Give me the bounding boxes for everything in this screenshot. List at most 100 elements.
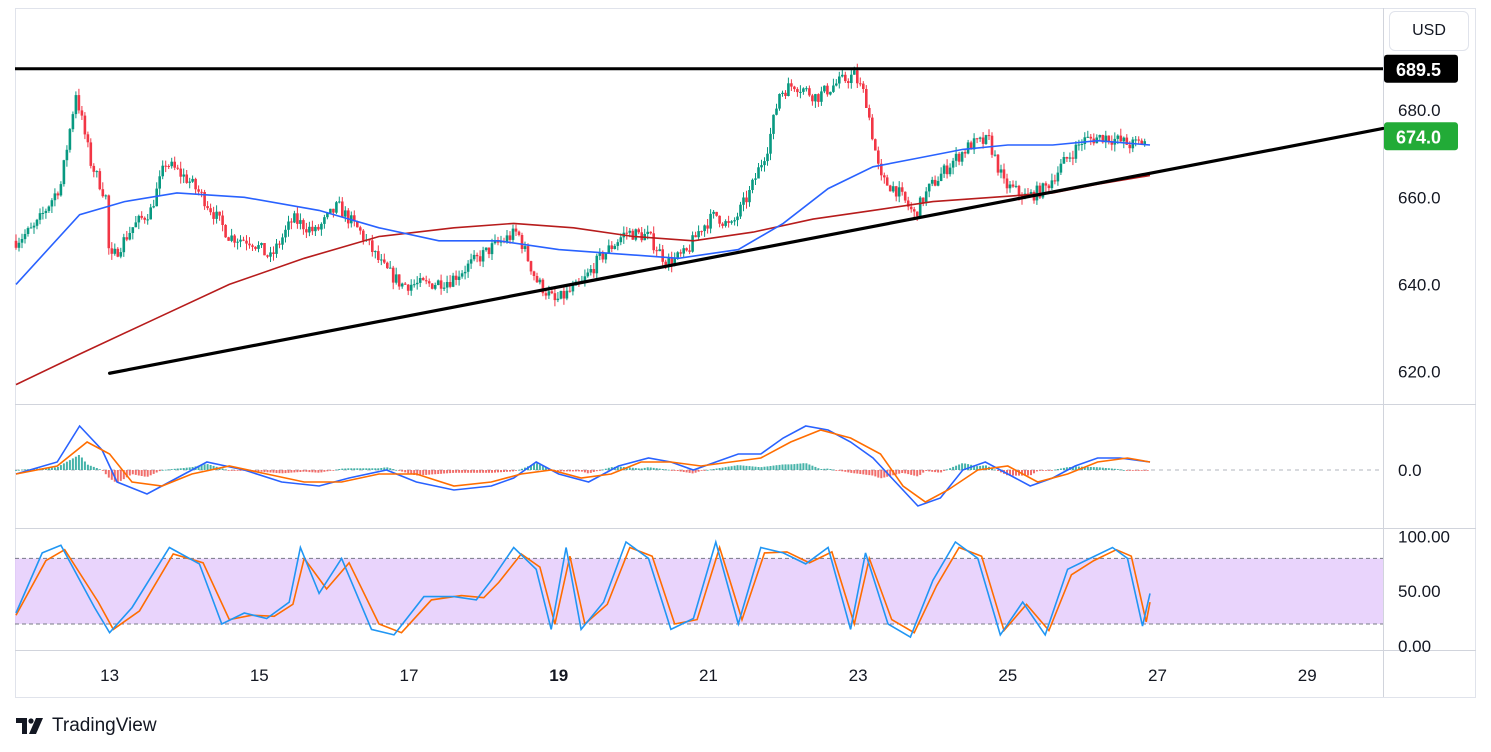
macd-histogram-bar (805, 463, 808, 470)
candle-body (149, 207, 152, 220)
macd-histogram-bar (365, 468, 368, 470)
tradingview-logo[interactable]: TradingView (16, 713, 157, 739)
candle-body (739, 204, 742, 217)
macd-histogram-bar (284, 470, 287, 474)
currency-selector[interactable]: USD (1389, 11, 1469, 51)
candle-body (1053, 180, 1057, 182)
candle-body (296, 213, 299, 224)
macd-histogram-bar (137, 470, 140, 476)
candle-body (709, 213, 712, 229)
candle-body (287, 221, 290, 230)
candle-body (933, 179, 937, 186)
candle-body (700, 231, 703, 233)
macd-histogram-bar (637, 468, 640, 470)
candle-body (173, 161, 176, 168)
candle-body (691, 235, 694, 252)
candle-body (356, 221, 359, 228)
candle-body (799, 91, 802, 93)
macd-histogram-bar (332, 470, 335, 471)
macd-histogram-bar (811, 465, 814, 470)
candle-body (1068, 157, 1072, 159)
candle-body (383, 259, 386, 263)
macd-histogram-bar (488, 470, 490, 473)
price-tick-label: 660.0 (1398, 188, 1441, 207)
candle-body (1089, 136, 1093, 139)
ascending-trendline[interactable] (107, 126, 1385, 375)
candle-body (832, 85, 835, 92)
candle-body (400, 283, 404, 287)
candle-body (218, 211, 221, 216)
candle-body (59, 184, 63, 196)
macd-histogram-bar (799, 463, 802, 470)
candle-body (694, 235, 697, 238)
macd-histogram-bar (50, 467, 53, 470)
resistance-value: 689.5 (1396, 60, 1441, 80)
macd-histogram-bar (140, 470, 143, 476)
macd-histogram-bar (703, 470, 706, 471)
macd-histogram-bar (1134, 470, 1137, 471)
macd-histogram-bar (736, 465, 739, 470)
candle-body (445, 282, 449, 288)
candle-body (544, 293, 548, 296)
macd-histogram-bar (293, 470, 296, 473)
candle-body (1065, 157, 1069, 159)
candle-body (239, 239, 242, 242)
candle-body (1128, 144, 1132, 149)
macd-histogram-bar (125, 470, 128, 478)
macd-histogram-bar (509, 470, 511, 472)
candle-body (775, 108, 778, 115)
macd-histogram-bar (21, 469, 23, 471)
macd-histogram-bar (586, 470, 589, 474)
macd-histogram-bar (1143, 470, 1146, 471)
candle-body (757, 167, 760, 179)
macd-histogram-bar (862, 470, 865, 475)
candle-body (137, 215, 141, 223)
macd-histogram-bar (533, 463, 535, 470)
candle-body (652, 233, 655, 251)
candle-body (553, 293, 557, 301)
macd-histogram-bar (1035, 470, 1038, 472)
ma-fast-line (15, 139, 1151, 285)
candle-body (853, 70, 856, 75)
price-tick-label: 640.0 (1398, 275, 1441, 294)
candle-body (877, 150, 880, 164)
candle-body (814, 94, 817, 102)
macd-histogram-bar (386, 467, 389, 470)
candle-body (1062, 157, 1066, 164)
candle-body (143, 217, 146, 220)
macd-histogram-bar (122, 470, 125, 480)
macd-histogram-bar (68, 460, 71, 470)
candle-body (859, 83, 862, 85)
candle-body (915, 211, 919, 217)
macd-histogram-bar (766, 466, 769, 470)
candle-body (248, 243, 251, 246)
macd-histogram-bar (712, 469, 715, 470)
macd-histogram-bar (919, 470, 922, 475)
macd-histogram-bar (709, 469, 712, 471)
macd-histogram-bar (320, 470, 323, 473)
macd-histogram-bar (592, 470, 595, 472)
candle-body (820, 91, 823, 102)
macd-histogram-bar (158, 470, 161, 472)
macd-histogram-bar (631, 467, 634, 470)
macd-histogram-bar (787, 464, 790, 470)
candle-body (98, 171, 102, 190)
candle-body (571, 285, 575, 292)
macd-histogram-bar (955, 465, 958, 470)
candle-body (233, 235, 236, 243)
macd-histogram-bar (452, 470, 455, 473)
candle-body (936, 181, 940, 186)
macd-histogram-bar (485, 470, 488, 473)
macd-histogram-bar (257, 470, 260, 472)
macd-histogram-bar (544, 467, 547, 470)
candle-body (868, 108, 871, 118)
macd-histogram-bar (931, 470, 934, 472)
candle-body (942, 165, 946, 174)
candle-body (1029, 192, 1033, 195)
macd-histogram-bar (1083, 466, 1086, 470)
candle-body (802, 88, 805, 92)
macd-histogram-bar (670, 470, 673, 471)
candle-body (110, 248, 114, 254)
macd-histogram-bar (829, 469, 832, 470)
candle-body (359, 227, 362, 231)
